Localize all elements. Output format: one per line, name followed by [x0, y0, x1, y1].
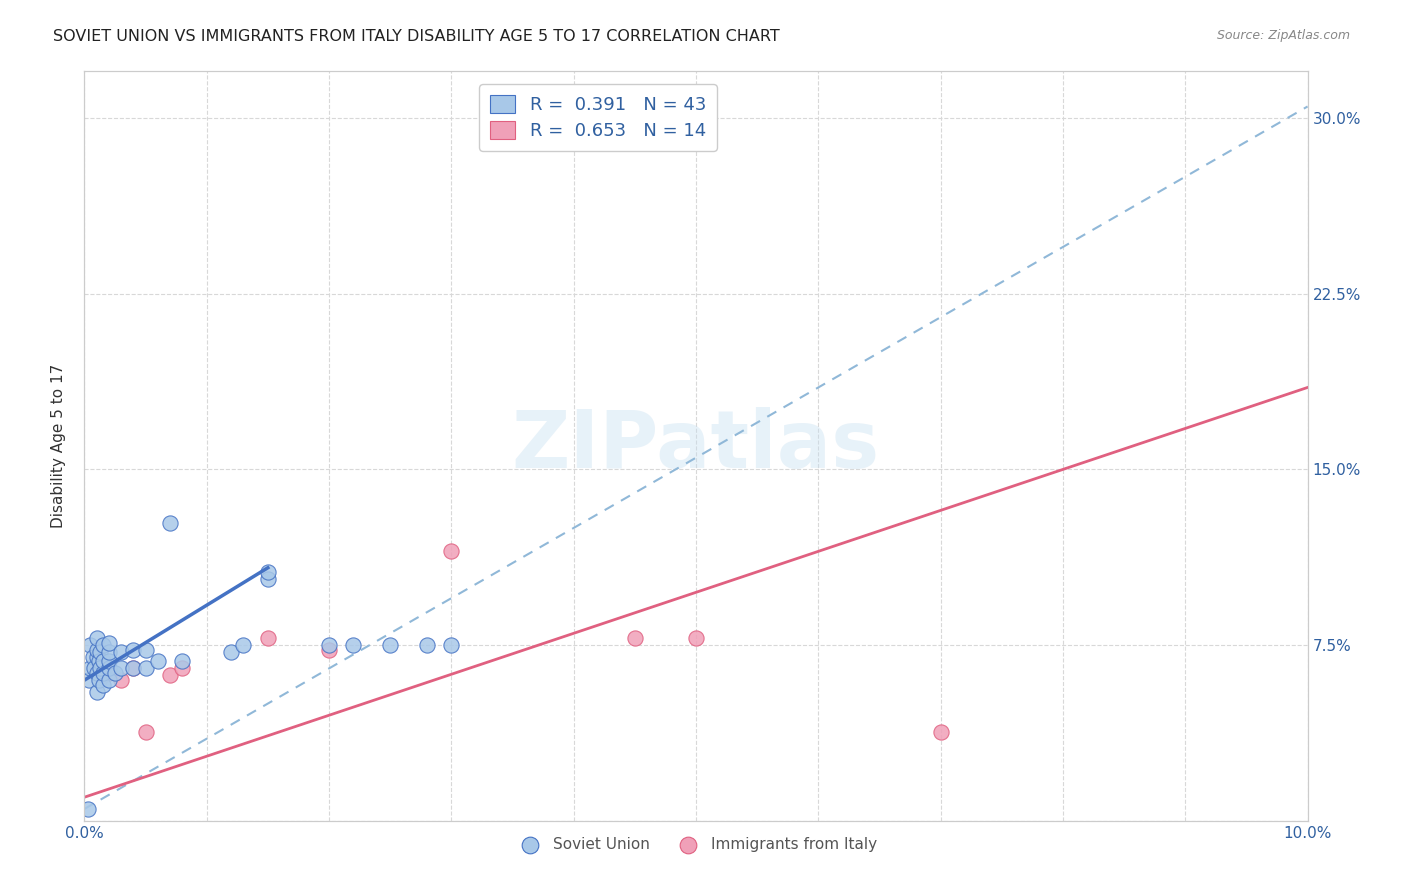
Text: Source: ZipAtlas.com: Source: ZipAtlas.com: [1216, 29, 1350, 42]
Point: [83, 661, 105, 675]
Point: [86, 642, 108, 657]
Point: [91, 668, 114, 682]
Point: [91, 655, 114, 669]
Point: [97, 666, 120, 681]
Point: [86, 649, 108, 664]
Point: [624, 631, 647, 645]
Point: [122, 642, 145, 657]
Point: [318, 638, 340, 652]
Point: [86, 631, 108, 645]
Point: [318, 642, 340, 657]
Point: [159, 668, 181, 682]
Point: [97, 635, 120, 649]
Point: [97, 673, 120, 688]
Point: [89, 645, 111, 659]
Point: [342, 638, 364, 652]
Point: [91, 678, 114, 692]
Point: [86, 666, 108, 681]
Text: SOVIET UNION VS IMMIGRANTS FROM ITALY DISABILITY AGE 5 TO 17 CORRELATION CHART: SOVIET UNION VS IMMIGRANTS FROM ITALY DI…: [53, 29, 780, 44]
Point: [87, 673, 110, 688]
Point: [77, 673, 100, 688]
Point: [380, 638, 402, 652]
Point: [232, 638, 254, 652]
Point: [77, 802, 100, 816]
Point: [86, 685, 108, 699]
Point: [219, 645, 242, 659]
Point: [110, 645, 132, 659]
Point: [440, 638, 463, 652]
Point: [110, 661, 132, 675]
Point: [79, 638, 101, 652]
Point: [97, 655, 120, 669]
Y-axis label: Disability Age 5 to 17: Disability Age 5 to 17: [51, 364, 66, 528]
Point: [104, 666, 127, 681]
Point: [97, 661, 120, 675]
Point: [257, 573, 280, 587]
Point: [122, 661, 145, 675]
Point: [135, 642, 157, 657]
Point: [135, 661, 157, 675]
Point: [97, 645, 120, 659]
Point: [87, 655, 110, 669]
Point: [82, 649, 104, 664]
Point: [172, 655, 194, 669]
Point: [110, 673, 132, 688]
Point: [146, 655, 169, 669]
Legend: Soviet Union, Immigrants from Italy: Soviet Union, Immigrants from Italy: [509, 830, 883, 858]
Point: [172, 661, 194, 675]
Point: [91, 638, 114, 652]
Point: [929, 724, 952, 739]
Point: [89, 661, 111, 675]
Point: [122, 661, 145, 675]
Text: ZIPatlas: ZIPatlas: [512, 407, 880, 485]
Point: [86, 661, 108, 675]
Point: [79, 661, 101, 675]
Point: [135, 724, 157, 739]
Point: [257, 631, 280, 645]
Point: [440, 544, 463, 558]
Point: [159, 516, 181, 531]
Point: [257, 566, 280, 580]
Point: [416, 638, 439, 652]
Point: [685, 631, 707, 645]
Point: [91, 666, 114, 681]
